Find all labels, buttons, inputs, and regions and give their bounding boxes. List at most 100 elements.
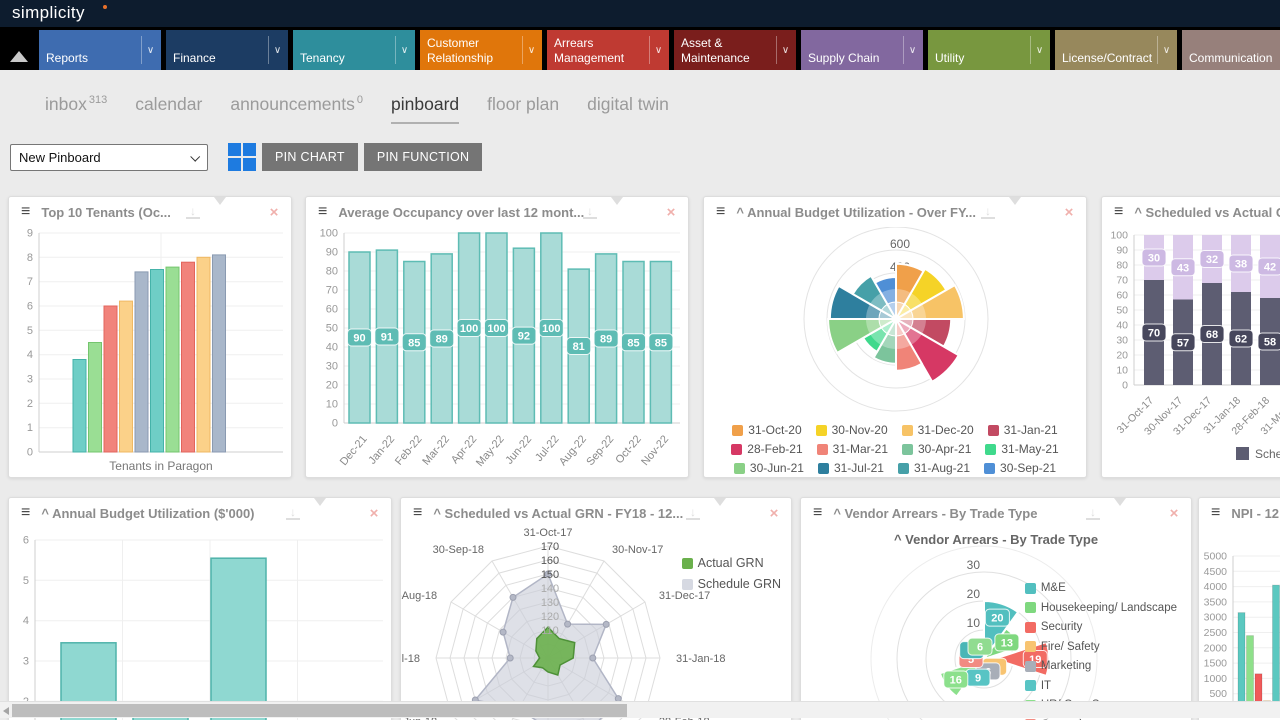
tab-inbox[interactable]: inbox 313: [45, 94, 108, 114]
pin-function-button[interactable]: PIN FUNCTION: [363, 143, 483, 171]
chevron-down-icon[interactable]: ∨: [268, 36, 286, 64]
card-menu-icon[interactable]: ≡: [1114, 203, 1124, 220]
expand-icon[interactable]: [746, 505, 748, 521]
svg-text:Schedule GRN: Schedule GRN: [1255, 447, 1280, 461]
svg-text:50: 50: [326, 323, 338, 335]
svg-text:2000: 2000: [1204, 642, 1228, 654]
legend-item[interactable]: 31-Aug-21: [897, 461, 970, 475]
download-icon[interactable]: ↓: [286, 506, 300, 520]
scroll-left-arrow-icon[interactable]: [3, 707, 9, 715]
pinboard-select[interactable]: New Pinboard: [10, 143, 208, 171]
expand-icon[interactable]: [1146, 505, 1148, 521]
close-icon[interactable]: ×: [769, 504, 779, 522]
legend-item[interactable]: M&E: [1024, 582, 1177, 594]
close-icon[interactable]: ×: [1169, 504, 1179, 522]
legend-item[interactable]: 31-Dec-20: [901, 423, 974, 437]
svg-text:8: 8: [27, 252, 33, 264]
tab-pinboard[interactable]: pinboard: [391, 94, 460, 124]
legend-item[interactable]: 31-Mar-21: [816, 442, 888, 456]
legend-item[interactable]: Security: [1024, 621, 1177, 633]
legend-item[interactable]: 31-Jan-21: [987, 423, 1058, 437]
download-icon[interactable]: ↓: [981, 205, 995, 219]
nav-item-tenancy[interactable]: Tenancy ∨: [293, 30, 415, 70]
nav-item-reports[interactable]: Reports ∨: [39, 30, 161, 70]
layout-grid-icon[interactable]: [228, 143, 256, 171]
chevron-down-icon[interactable]: ∨: [903, 36, 921, 64]
nav-item-utility[interactable]: Utility ∨: [928, 30, 1050, 70]
pin-chart-button[interactable]: PIN CHART: [262, 143, 358, 171]
card-menu-icon[interactable]: ≡: [413, 504, 423, 521]
card-menu-icon[interactable]: ≡: [716, 203, 726, 220]
chevron-down-icon[interactable]: ∨: [395, 36, 413, 64]
legend-item[interactable]: 28-Feb-21: [731, 442, 803, 456]
svg-text:38: 38: [1235, 259, 1247, 271]
tab-announcements[interactable]: announcements 0: [230, 94, 364, 114]
nav-item-communication[interactable]: Communication∨: [1182, 30, 1280, 70]
chevron-down-icon[interactable]: ∨: [522, 36, 540, 64]
horizontal-scrollbar[interactable]: [0, 701, 1280, 718]
scrollbar-thumb[interactable]: [12, 704, 627, 717]
chevron-down-icon[interactable]: ∨: [776, 36, 794, 64]
legend-item[interactable]: Housekeeping/ Landscape: [1024, 602, 1177, 614]
nav-item-customer-relationship[interactable]: Customer Relationship ∨: [420, 30, 542, 70]
chevron-down-icon[interactable]: ∨: [649, 36, 667, 64]
close-icon[interactable]: ×: [369, 504, 379, 522]
svg-text:13: 13: [1001, 637, 1013, 649]
pinboard-card: ≡ ^ Annual Budget Utilization ($'000) ↓ × 6 5…: [8, 497, 392, 720]
svg-text:43: 43: [1177, 262, 1189, 274]
card-menu-icon[interactable]: ≡: [318, 203, 328, 220]
filter-icon[interactable]: [314, 498, 326, 520]
svg-text:3500: 3500: [1204, 596, 1228, 608]
legend-item[interactable]: 30-Sep-21: [984, 461, 1056, 475]
card-menu-icon[interactable]: ≡: [21, 504, 31, 521]
legend-item[interactable]: Marketing: [1024, 660, 1177, 672]
card-menu-icon[interactable]: ≡: [813, 504, 823, 521]
legend-item[interactable]: Schedule GRN: [681, 577, 781, 591]
nav-item-supply-chain[interactable]: Supply Chain ∨: [801, 30, 923, 70]
svg-text:Jan-22: Jan-22: [366, 433, 397, 466]
close-icon[interactable]: ×: [1064, 203, 1074, 221]
svg-text:30: 30: [1116, 335, 1128, 347]
close-icon[interactable]: ×: [269, 203, 279, 221]
nav-item-license-contract[interactable]: License/Contract ∨: [1055, 30, 1177, 70]
expand-icon[interactable]: [1041, 204, 1043, 220]
tab-calendar[interactable]: calendar: [135, 94, 203, 114]
nav-item-arrears-management[interactable]: Arrears Management ∨: [547, 30, 669, 70]
filter-icon[interactable]: [214, 197, 226, 219]
filter-icon[interactable]: [714, 498, 726, 520]
nav-item-finance[interactable]: Finance ∨: [166, 30, 288, 70]
legend-item[interactable]: 30-Apr-21: [902, 442, 971, 456]
close-icon[interactable]: ×: [666, 203, 676, 221]
chevron-down-icon[interactable]: ∨: [141, 36, 159, 64]
card-header: ≡NPI - 12↓×: [1199, 498, 1280, 528]
svg-text:30: 30: [967, 558, 981, 572]
expand-icon[interactable]: [346, 505, 348, 521]
home-button[interactable]: [0, 27, 38, 70]
expand-icon[interactable]: [643, 204, 645, 220]
legend-item[interactable]: Fire/ Safety: [1024, 641, 1177, 653]
chevron-down-icon[interactable]: ∨: [1030, 36, 1048, 64]
download-icon[interactable]: ↓: [186, 205, 200, 219]
download-icon[interactable]: ↓: [583, 205, 597, 219]
card-menu-icon[interactable]: ≡: [1211, 504, 1221, 521]
filter-icon[interactable]: [611, 197, 623, 219]
tab-digital-twin[interactable]: digital twin: [587, 94, 669, 114]
card-body: ^ Vendor Arrears - By Trade Type 30 20 10 20…: [801, 528, 1191, 720]
filter-icon[interactable]: [1009, 197, 1021, 219]
legend-item[interactable]: IT: [1024, 680, 1177, 692]
legend-item[interactable]: 31-Oct-20: [732, 423, 802, 437]
legend-item[interactable]: 31-May-21: [985, 442, 1059, 456]
legend-item[interactable]: 31-Jul-21: [817, 461, 884, 475]
tab-floor-plan[interactable]: floor plan: [487, 94, 560, 114]
nav-item-asset-maintenance[interactable]: Asset & Maintenance ∨: [674, 30, 796, 70]
chevron-down-icon[interactable]: ∨: [1157, 36, 1175, 64]
card-title: ^ Scheduled vs Actual GRN: [1134, 204, 1280, 220]
card-menu-icon[interactable]: ≡: [21, 203, 31, 220]
legend-item[interactable]: Actual GRN: [681, 556, 781, 570]
expand-icon[interactable]: [246, 204, 248, 220]
download-icon[interactable]: ↓: [686, 506, 700, 520]
legend-item[interactable]: 30-Jun-21: [733, 461, 804, 475]
legend-item[interactable]: 30-Nov-20: [815, 423, 888, 437]
filter-icon[interactable]: [1114, 498, 1126, 520]
download-icon[interactable]: ↓: [1086, 506, 1100, 520]
